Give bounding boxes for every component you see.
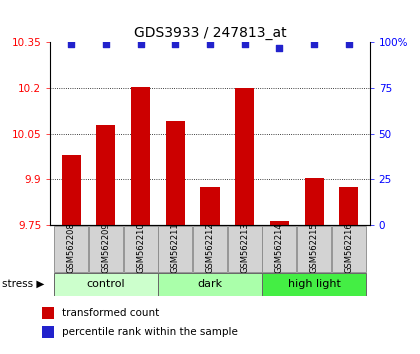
Text: transformed count: transformed count: [62, 308, 159, 318]
Bar: [166, 121, 185, 225]
Bar: [62, 155, 81, 225]
FancyBboxPatch shape: [332, 226, 366, 272]
FancyBboxPatch shape: [158, 226, 192, 272]
FancyBboxPatch shape: [89, 226, 123, 272]
FancyBboxPatch shape: [123, 226, 158, 272]
Bar: [235, 88, 254, 225]
Text: GSM562212: GSM562212: [205, 222, 215, 273]
Bar: [339, 187, 358, 225]
Point: [207, 41, 213, 47]
Bar: [270, 221, 289, 225]
Text: GSM562216: GSM562216: [344, 222, 353, 273]
Title: GDS3933 / 247813_at: GDS3933 / 247813_at: [134, 26, 286, 40]
Bar: [131, 86, 150, 225]
FancyBboxPatch shape: [262, 226, 297, 272]
FancyBboxPatch shape: [262, 273, 366, 296]
Bar: [42, 307, 55, 319]
Text: GSM562210: GSM562210: [136, 222, 145, 273]
Point: [311, 41, 318, 47]
Text: GSM562208: GSM562208: [67, 222, 76, 273]
FancyBboxPatch shape: [193, 226, 227, 272]
FancyBboxPatch shape: [228, 226, 262, 272]
FancyBboxPatch shape: [297, 226, 331, 272]
Bar: [96, 125, 116, 225]
Point: [137, 41, 144, 47]
FancyBboxPatch shape: [158, 273, 262, 296]
FancyBboxPatch shape: [54, 273, 158, 296]
Text: dark: dark: [197, 279, 223, 289]
FancyBboxPatch shape: [54, 226, 88, 272]
Bar: [200, 187, 220, 225]
Point: [68, 41, 75, 47]
Text: GSM562211: GSM562211: [171, 222, 180, 273]
Point: [276, 45, 283, 51]
Point: [172, 41, 178, 47]
Text: percentile rank within the sample: percentile rank within the sample: [62, 327, 238, 337]
Text: GSM562209: GSM562209: [101, 222, 110, 273]
Text: stress ▶: stress ▶: [2, 279, 45, 289]
Point: [102, 41, 109, 47]
Text: control: control: [87, 279, 125, 289]
Bar: [304, 178, 324, 225]
Text: high light: high light: [288, 279, 341, 289]
Bar: [42, 326, 55, 338]
Point: [345, 41, 352, 47]
Text: GSM562215: GSM562215: [310, 222, 319, 273]
Text: GSM562213: GSM562213: [240, 222, 249, 273]
Point: [241, 41, 248, 47]
Text: GSM562214: GSM562214: [275, 222, 284, 273]
